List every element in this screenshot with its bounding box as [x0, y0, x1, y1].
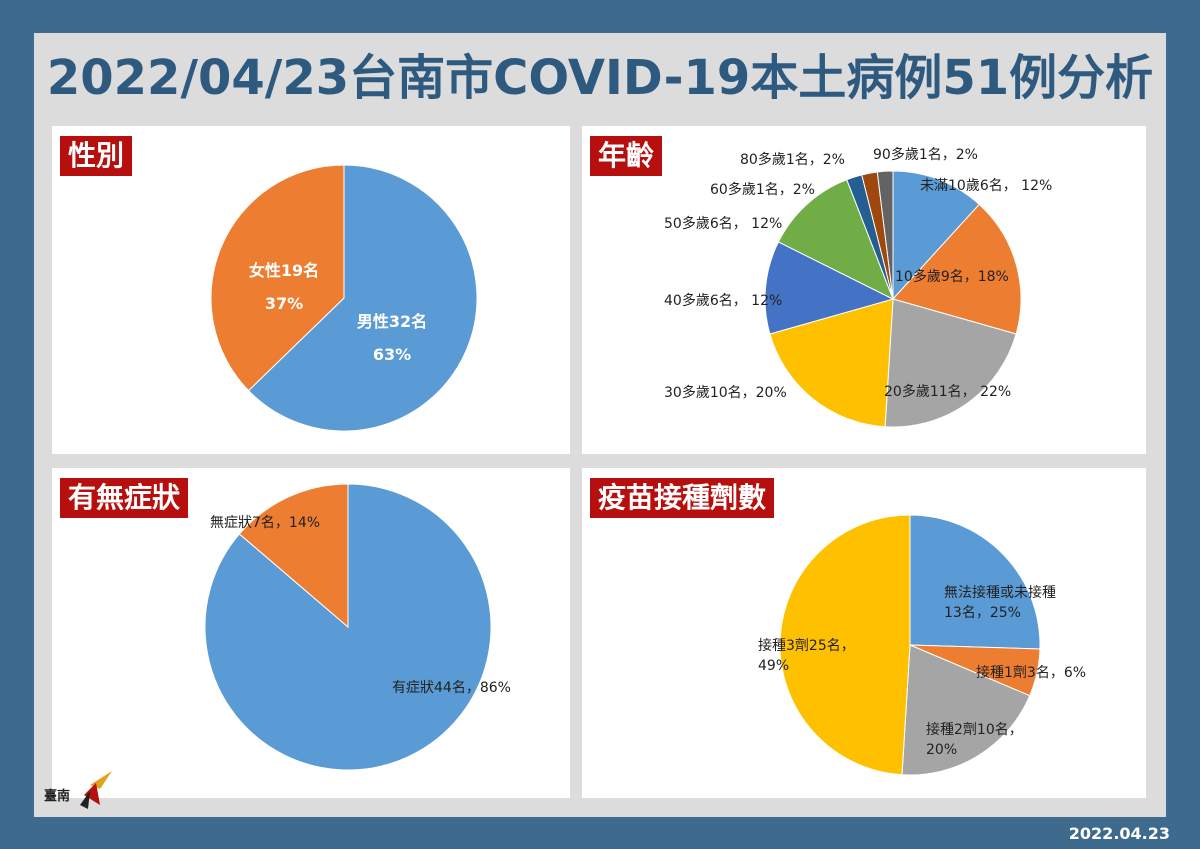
age-label-1: 10多歲9名，18%	[895, 268, 1009, 285]
logo-text: 臺南	[44, 789, 71, 804]
age-label-7: 80多歲1名，2%	[740, 151, 845, 168]
symptoms-label-1: 無症狀7名，14%	[210, 515, 320, 531]
age-slice-1	[892, 203, 1022, 335]
vaccine-label-2-line1: 接種2劑10名，	[926, 721, 1023, 738]
age-slice-0	[892, 170, 980, 301]
symptoms-label-0: 有症狀44名，86%	[392, 680, 511, 696]
gender-slice-1	[210, 164, 345, 392]
tainan-logo: 臺南	[40, 765, 116, 811]
vaccine-slice-2	[901, 644, 1031, 776]
symptoms-panel: 有無症狀 有症狀44名，86% 無症狀7名，14%	[52, 468, 570, 798]
age-slice-5	[777, 178, 894, 301]
age-label-5: 50多歲6名， 12%	[664, 215, 782, 232]
age-panel: 年齡 未滿10歲6名， 12% 10多歲9名，18% 20多歲11名， 22% 30多…	[582, 126, 1146, 454]
vaccine-slice-3	[779, 514, 911, 776]
age-label-2: 20多歲11名， 22%	[884, 383, 1011, 400]
age-label-4: 40多歲6名， 12%	[664, 292, 782, 309]
tainan-logo-mark	[80, 771, 112, 809]
vaccine-label-0-line1: 無法接種或未接種	[944, 584, 1056, 601]
age-label-8: 90多歲1名，2%	[873, 146, 978, 163]
gender-label-0-line1: 男性32名	[357, 312, 427, 331]
age-title-tag: 年齡	[590, 136, 663, 176]
gender-label-1-line1: 女性19名	[249, 261, 319, 280]
gender-label-1-line2: 37%	[265, 294, 303, 313]
vaccine-label-3-line2: 49%	[758, 658, 789, 674]
vaccine-panel: 疫苗接種劑數 無法接種或未接種 13名，25% 接種1劑3名，6% 接種2劑10名， 2…	[582, 468, 1146, 798]
gender-title-tag: 性別	[60, 136, 133, 176]
symptoms-slice-1	[238, 483, 349, 629]
age-slice-8	[876, 170, 894, 300]
vaccine-label-3-line1: 接種3劑25名，	[758, 637, 855, 654]
vaccine-label-2-line2: 20%	[926, 742, 957, 758]
page-title: 2022/04/23台南市COVID-19本土病例51例分析	[46, 50, 1154, 106]
age-pie-chart: 未滿10歲6名， 12% 10多歲9名，18% 20多歲11名， 22% 30多歲10…	[664, 146, 1052, 428]
age-slice-3	[769, 298, 894, 428]
vaccine-label-0-line2: 13名，25%	[944, 605, 1021, 621]
gender-pie-chart: 男性32名 63% 女性19名 37%	[210, 164, 478, 432]
gender-slice-0	[247, 164, 478, 432]
vaccine-pie-chart: 無法接種或未接種 13名，25% 接種1劑3名，6% 接種2劑10名， 20% 接種3劑2…	[758, 514, 1086, 776]
age-label-6: 60多歲1名，2%	[710, 181, 815, 198]
age-slice-4	[764, 241, 895, 335]
age-label-0: 未滿10歲6名， 12%	[920, 178, 1052, 194]
footer-date: 2022.04.23	[1068, 824, 1170, 843]
age-slice-2	[884, 298, 1017, 428]
age-label-3: 30多歲10名，20%	[664, 384, 787, 401]
symptoms-title-tag: 有無症狀	[60, 478, 189, 518]
vaccine-title-tag: 疫苗接種劑數	[590, 478, 775, 518]
gender-panel: 性別 男性32名 63% 女性19名 37%	[52, 126, 570, 454]
gender-label-0-line2: 63%	[373, 345, 411, 364]
symptoms-pie-chart: 有症狀44名，86% 無症狀7名，14%	[204, 483, 511, 771]
vaccine-label-1: 接種1劑3名，6%	[976, 664, 1086, 681]
vaccine-slice-0	[909, 514, 1041, 650]
